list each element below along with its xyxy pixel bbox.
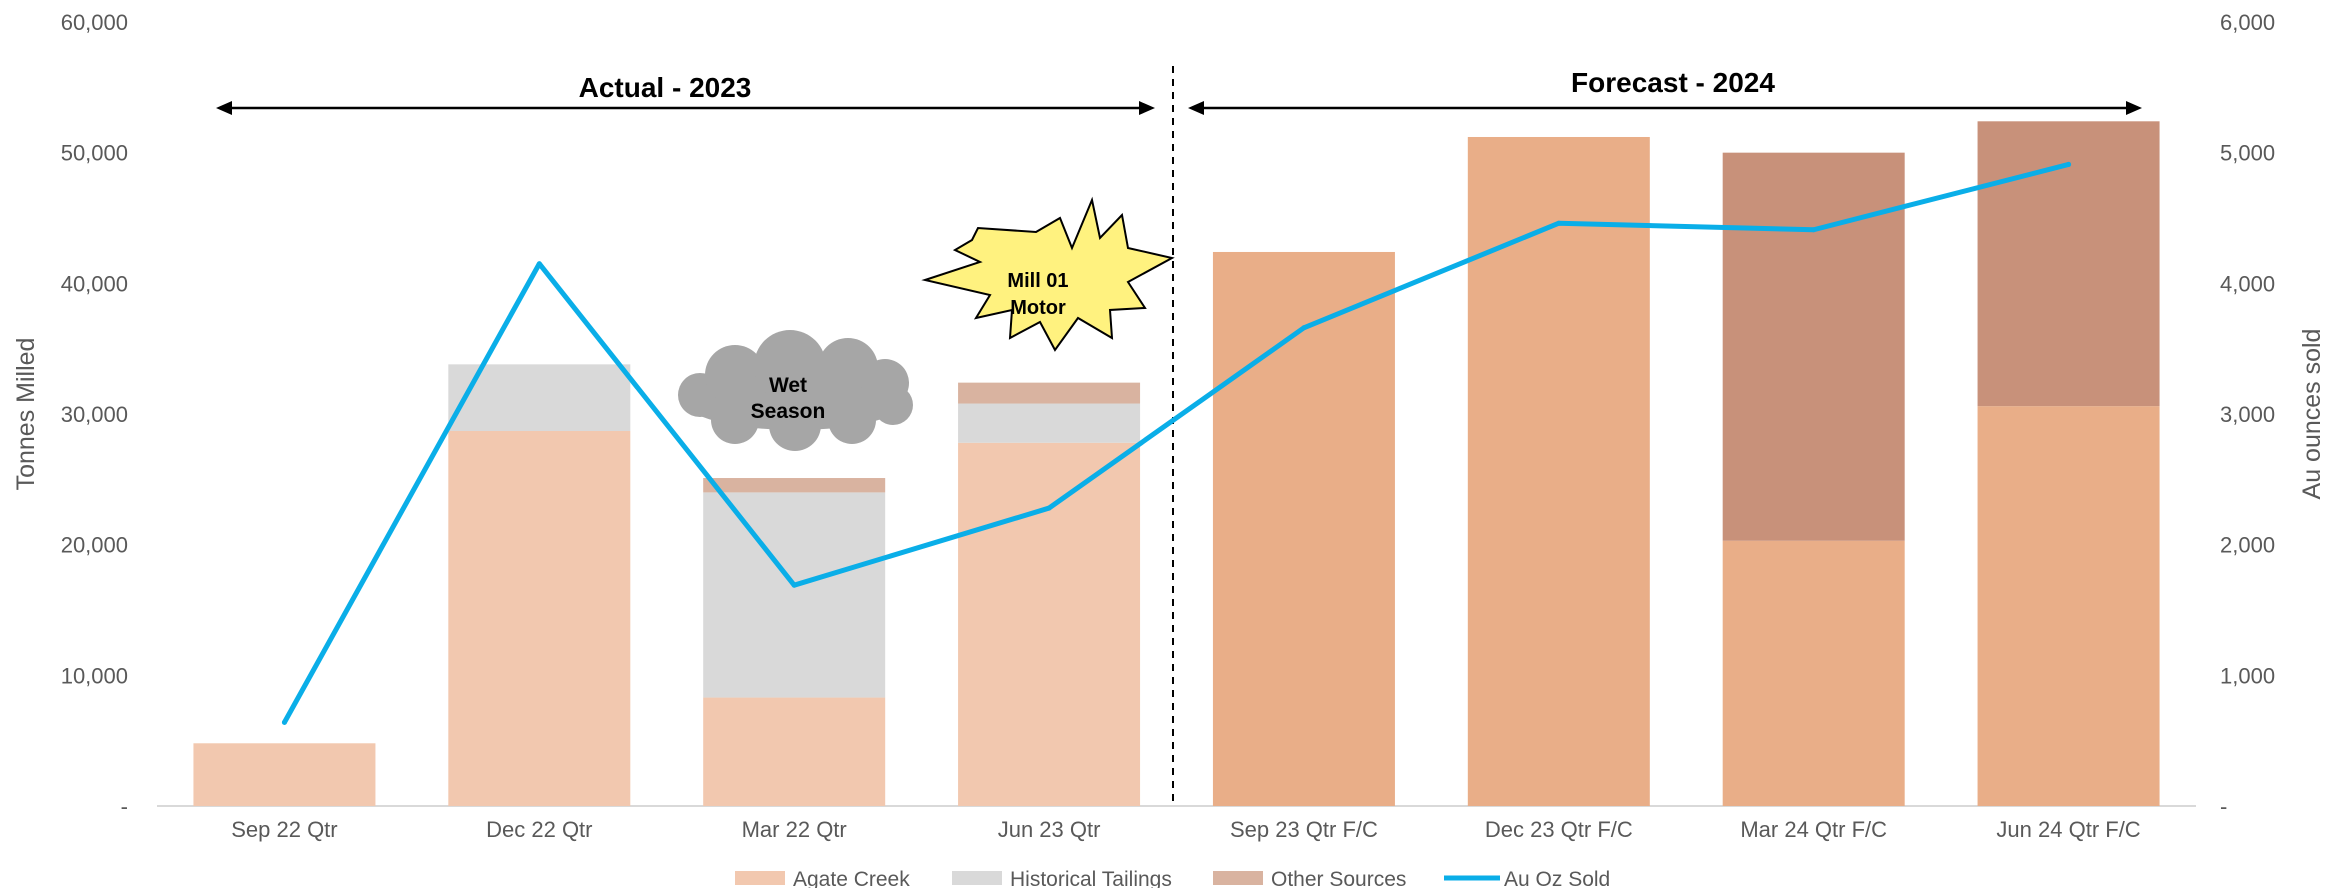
y2-tick-label: -	[2220, 794, 2227, 819]
y2-tick-label: 1,000	[2220, 663, 2275, 688]
line-point	[281, 719, 287, 725]
burst-label-line1: Mill 01	[1007, 270, 1068, 292]
bar-segment	[958, 382, 1141, 404]
y2-tick-label: 6,000	[2220, 10, 2275, 35]
forecast-arrow	[1188, 101, 2142, 115]
bar-segment	[1722, 540, 1905, 806]
x-tick-label: Dec 22 Qtr	[486, 817, 592, 842]
bar-segment	[703, 697, 886, 806]
legend-label: Other Sources	[1271, 868, 1406, 888]
actual-arrow	[216, 101, 1155, 115]
cloud-icon: Wet Season	[678, 330, 913, 451]
bar-segment	[1467, 136, 1650, 806]
y-tick-label: 30,000	[61, 402, 128, 427]
line-point	[1811, 227, 1817, 233]
y-tick-label: 40,000	[61, 271, 128, 296]
actual-label: Actual - 2023	[579, 72, 752, 103]
legend: Agate Creek Historical Tailings Other Sour…	[735, 868, 1610, 888]
bar-segment	[958, 403, 1141, 443]
y2-tick-label: 4,000	[2220, 271, 2275, 296]
legend-label: Au Oz Sold	[1504, 868, 1610, 888]
bar-segment	[193, 743, 376, 806]
line-point	[791, 582, 797, 588]
annotation-layer: Actual - 2023 Forecast - 2024 Wet	[216, 66, 2142, 806]
x-tick-label: Sep 23 Qtr F/C	[1230, 817, 1378, 842]
y-axis-title: Tonnes Milled	[12, 338, 40, 491]
x-tick-label: Dec 23 Qtr F/C	[1485, 817, 1633, 842]
burst-label-line2: Motor	[1010, 297, 1066, 319]
legend-label: Agate Creek	[793, 868, 910, 888]
line-point	[1046, 505, 1052, 511]
forecast-label: Forecast - 2024	[1571, 67, 1775, 98]
bar-layer	[193, 121, 2160, 806]
bar-segment	[703, 478, 886, 493]
cloud-label-line2: Season	[751, 400, 826, 423]
bar-segment	[1977, 121, 2160, 407]
line-point	[536, 261, 542, 267]
x-tick-label: Jun 23 Qtr	[998, 817, 1101, 842]
y2-tick-label: 3,000	[2220, 402, 2275, 427]
y2-axis-title: Au ounces sold	[2298, 329, 2326, 500]
y-tick-label: 60,000	[61, 10, 128, 35]
line-point	[2066, 161, 2072, 167]
bar-segment	[1977, 406, 2160, 806]
y2-tick-label: 5,000	[2220, 141, 2275, 166]
y-tick-label: 50,000	[61, 141, 128, 166]
line-layer	[281, 161, 2072, 725]
legend-label: Historical Tailings	[1010, 868, 1172, 888]
x-tick-label: Sep 22 Qtr	[231, 817, 337, 842]
line-point	[1556, 220, 1562, 226]
bar-segment	[958, 442, 1141, 806]
axis-layer: - 10,000 20,000 30,000 40,000 50,000 60,000 - 1,…	[12, 10, 2326, 842]
y-tick-label: 10,000	[61, 663, 128, 688]
cloud-label-line1: Wet	[769, 374, 807, 397]
legend-swatch	[1213, 871, 1263, 885]
series-line	[281, 161, 2072, 725]
y2-tick-label: 2,000	[2220, 533, 2275, 558]
line-point	[1301, 325, 1307, 331]
y-tick-label: 20,000	[61, 533, 128, 558]
bar-segment	[1212, 251, 1395, 806]
legend-swatch	[952, 871, 1002, 885]
bar-segment	[1722, 152, 1905, 541]
x-tick-label: Mar 22 Qtr	[742, 817, 847, 842]
x-tick-label: Jun 24 Qtr F/C	[1996, 817, 2140, 842]
legend-swatch	[735, 871, 785, 885]
y-tick-label: -	[121, 794, 128, 819]
burst-icon: Mill 01 Motor	[921, 196, 1175, 352]
bar-segment	[703, 492, 886, 698]
x-tick-label: Mar 24 Qtr F/C	[1740, 817, 1887, 842]
bar-segment	[448, 430, 631, 806]
